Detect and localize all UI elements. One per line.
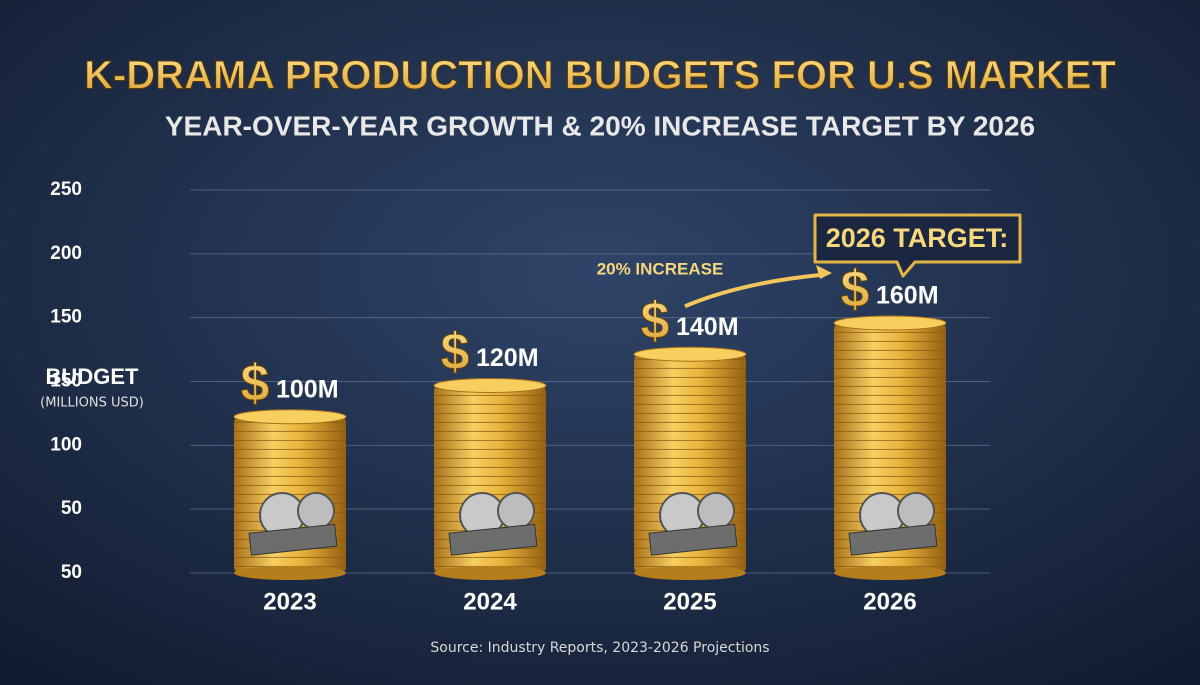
stack-base xyxy=(834,566,946,580)
film-strip xyxy=(848,523,938,556)
arrow-head xyxy=(816,265,832,279)
x-tick-label: 2024 xyxy=(463,588,517,615)
stack-base xyxy=(434,566,546,580)
currency-icon: $ xyxy=(841,261,870,319)
stack-top xyxy=(433,378,547,393)
stack-top xyxy=(233,409,347,425)
value-label: 160M xyxy=(876,282,939,310)
annotation: 20% INCREASE xyxy=(597,260,724,279)
stack-base xyxy=(234,566,346,580)
film-strip xyxy=(448,523,538,556)
y-axis-unit: (MILLIONS USD) xyxy=(40,396,144,411)
currency-icon: $ xyxy=(641,292,670,350)
value-label: 120M xyxy=(476,344,539,372)
y-tick-label: 100 xyxy=(50,434,82,455)
reel-icon xyxy=(297,492,335,530)
stack-base xyxy=(634,566,746,580)
y-tick-label: 50 xyxy=(61,498,82,519)
y-tick-label: 200 xyxy=(50,243,82,264)
film-strip xyxy=(248,523,338,556)
stack-top xyxy=(633,346,747,362)
source-note: Source: Industry Reports, 2023-2026 Proj… xyxy=(430,640,769,656)
x-tick-label: 2026 xyxy=(863,588,916,615)
reel-icon xyxy=(497,492,535,530)
target-label: 2026 TARGET: xyxy=(826,223,1009,253)
y-tick-label: 50 xyxy=(61,562,82,583)
y-tick-label: 150 xyxy=(50,307,82,328)
stack-top xyxy=(833,315,947,331)
value-label: 100M xyxy=(276,375,339,403)
annotation-arrow xyxy=(684,273,821,309)
reel-icon xyxy=(897,492,935,530)
reel-icon xyxy=(697,492,735,530)
x-tick-label: 2023 xyxy=(263,588,316,615)
target-box xyxy=(813,213,1022,278)
y-tick-label: 150 xyxy=(50,371,82,392)
y-axis-label: BUDGET xyxy=(46,364,139,389)
chart-subtitle: YEAR-OVER-YEAR GROWTH & 20% INCREASE TAR… xyxy=(165,110,1035,141)
film-strip xyxy=(648,523,738,556)
chart-title: K-DRAMA PRODUCTION BUDGETS FOR U.S MARKE… xyxy=(84,54,1116,98)
y-tick-label: 250 xyxy=(50,179,82,200)
currency-icon: $ xyxy=(441,323,470,381)
currency-icon: $ xyxy=(241,354,270,412)
x-tick-label: 2025 xyxy=(663,588,716,615)
value-label: 140M xyxy=(676,313,739,341)
